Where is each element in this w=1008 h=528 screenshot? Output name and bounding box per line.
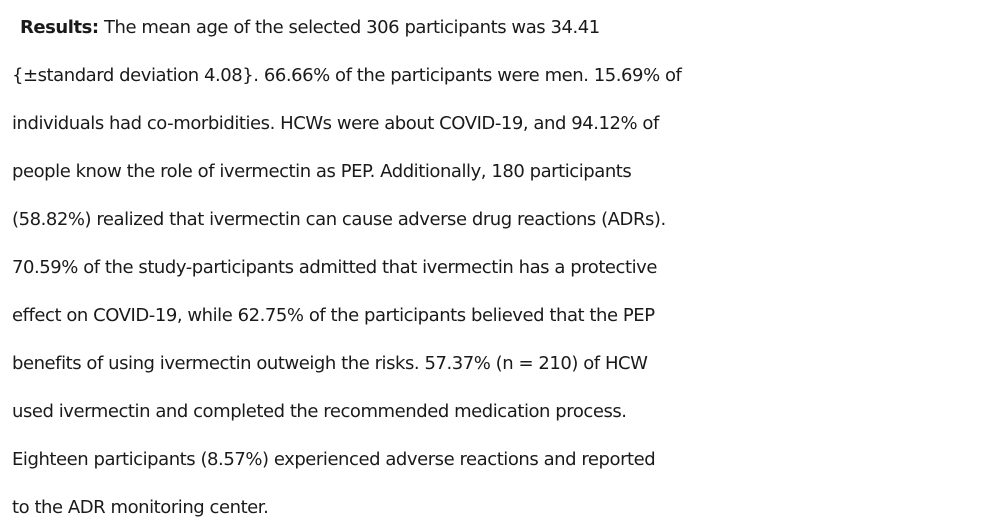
text-line-4: people know the role of ivermectin as PE… bbox=[12, 161, 632, 182]
text-line-6: 70.59% of the study-participants admitte… bbox=[12, 257, 657, 278]
results-paragraph: Results: The mean age of the selected 30… bbox=[12, 4, 1008, 528]
text-line-1-body: The mean age of the selected 306 partici… bbox=[98, 17, 600, 38]
text-line-2: {±standard deviation 4.08}. 66.66% of th… bbox=[12, 65, 682, 86]
text-line-5: (58.82%) realized that ivermectin can ca… bbox=[12, 209, 666, 230]
text-line-7: effect on COVID-19, while 62.75% of the … bbox=[12, 305, 655, 326]
text-line-9: used ivermectin and completed the recomm… bbox=[12, 401, 627, 422]
text-line-8: benefits of using ivermectin outweigh th… bbox=[12, 353, 648, 374]
text-line-3: individuals had co-morbidities. HCWs wer… bbox=[12, 113, 659, 134]
text-line-10: Eighteen participants (8.57%) experience… bbox=[12, 449, 656, 470]
text-line-11: to the ADR monitoring center. bbox=[12, 497, 269, 518]
text-line-1: Results: The mean age of the selected 30… bbox=[12, 4, 1008, 52]
results-heading: Results: bbox=[20, 17, 99, 38]
